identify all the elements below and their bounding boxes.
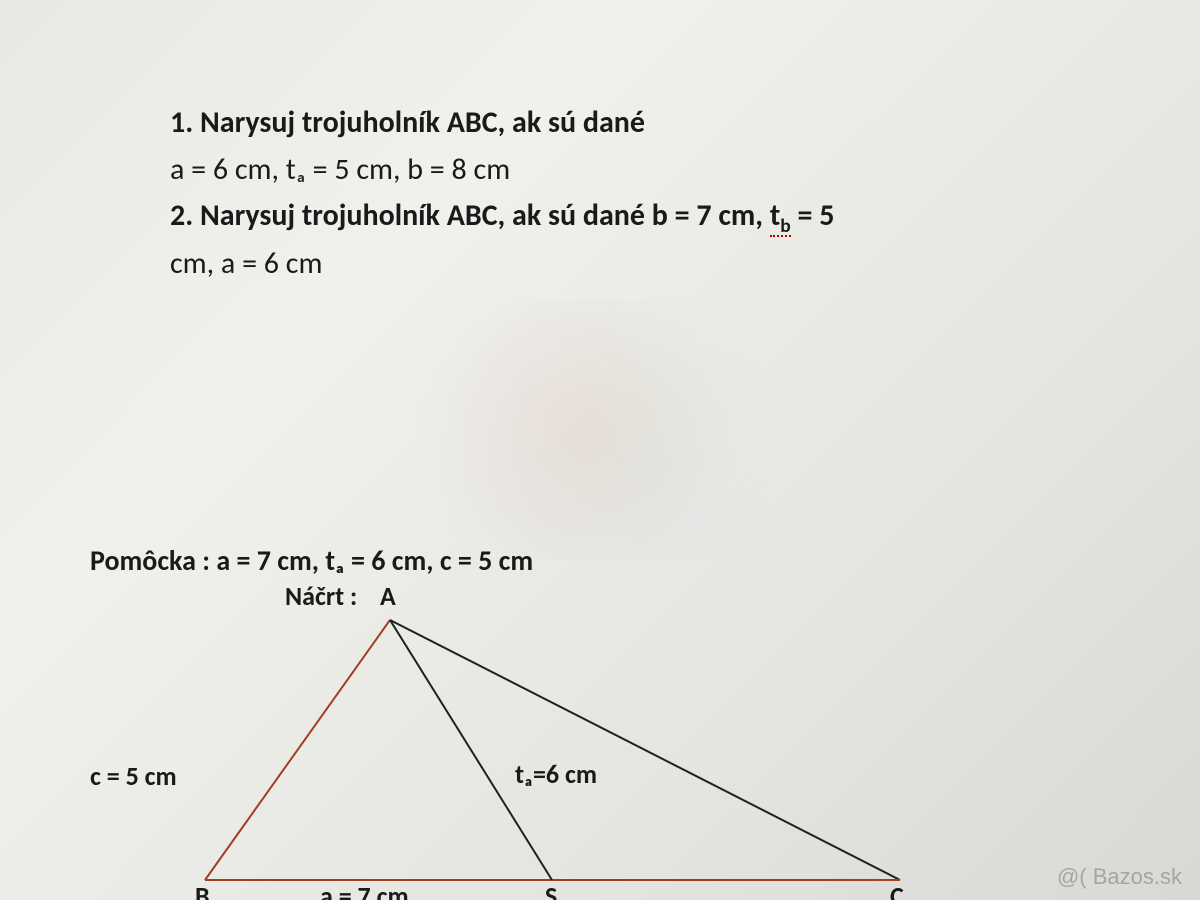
triangle-svg xyxy=(90,590,1040,900)
sketch-label: Náčrt : xyxy=(285,580,357,612)
problem-1-params: a = 6 cm, tₐ = 5 cm, b = 8 cm xyxy=(170,147,1150,194)
vertex-a-label: A xyxy=(380,580,396,612)
problem-2-title-part1: Narysuj trojuholník ABC, ak sú dané b = … xyxy=(200,197,770,234)
vertex-c-label: C xyxy=(890,880,904,900)
median-ta xyxy=(390,620,552,880)
problem-2-number: 2. xyxy=(170,197,200,234)
problem-2-line2: cm, a = 6 cm xyxy=(170,241,1150,288)
problem-2-tb: tb xyxy=(770,197,791,237)
side-c-label: c = 5 cm xyxy=(90,760,177,792)
screen-moire-artifact xyxy=(380,300,800,560)
triangle-diagram: Náčrt : A c = 5 cm tₐ=6 cm B a = 7 cm S … xyxy=(90,590,1040,900)
hint-params: a = 7 cm, tₐ = 6 cm, c = 5 cm xyxy=(216,543,533,578)
vertex-b-label: B xyxy=(195,880,210,900)
midpoint-s-label: S xyxy=(545,880,557,900)
hint-block: Pomôcka : a = 7 cm, tₐ = 6 cm, c = 5 cm xyxy=(90,540,1140,582)
side-c xyxy=(205,620,390,880)
hint-label: Pomôcka : xyxy=(90,543,216,578)
side-a-label: a = 7 cm xyxy=(320,880,409,900)
problems-block: 1. Narysuj trojuholník ABC, ak sú dané a… xyxy=(170,100,1150,288)
watermark: @( Bazos.sk xyxy=(1057,864,1182,890)
problem-1-title: Narysuj trojuholník ABC, ak sú dané xyxy=(200,104,645,141)
problem-1-line1: 1. Narysuj trojuholník ABC, ak sú dané xyxy=(170,100,1150,147)
problem-1-number: 1. xyxy=(170,104,200,141)
median-ta-label: tₐ=6 cm xyxy=(515,758,597,790)
problem-2-line1: 2. Narysuj trojuholník ABC, ak sú dané b… xyxy=(170,193,1150,241)
side-b xyxy=(390,620,900,880)
hint-line: Pomôcka : a = 7 cm, tₐ = 6 cm, c = 5 cm xyxy=(90,540,1140,582)
